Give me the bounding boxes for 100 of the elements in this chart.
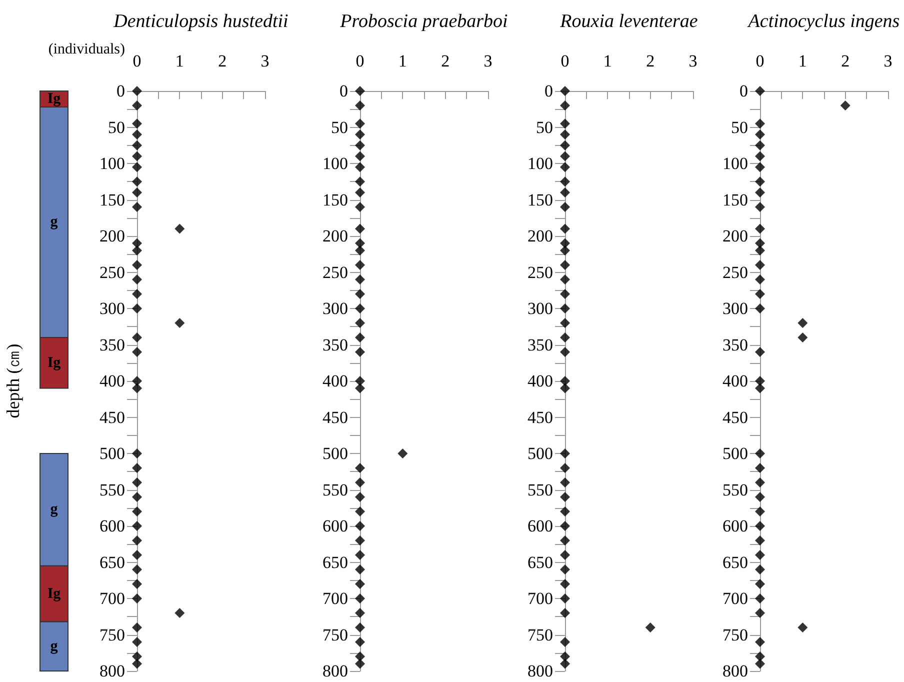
point xyxy=(560,594,570,604)
point xyxy=(560,448,570,458)
y-tick-label: 800 xyxy=(100,662,125,680)
point xyxy=(132,579,142,589)
x-tick-label: 3 xyxy=(484,52,492,70)
point xyxy=(755,176,765,187)
point xyxy=(755,289,765,299)
point xyxy=(755,238,765,248)
point xyxy=(755,376,765,386)
point xyxy=(840,100,850,110)
point xyxy=(560,652,570,662)
y-tick-label: 150 xyxy=(528,190,553,210)
point xyxy=(132,274,142,284)
y-tick-label: 350 xyxy=(528,335,553,354)
y-tick-label: 550 xyxy=(528,480,553,500)
point xyxy=(560,188,570,198)
y-tick-label: 150 xyxy=(100,190,125,210)
y-tick-label: 250 xyxy=(322,262,348,282)
point xyxy=(560,658,570,669)
point xyxy=(755,246,765,256)
y-tick-label: 450 xyxy=(322,408,348,427)
point xyxy=(355,347,365,357)
point xyxy=(355,564,365,574)
point xyxy=(132,622,142,632)
point xyxy=(755,652,765,662)
point xyxy=(755,448,765,458)
point xyxy=(560,100,570,110)
point xyxy=(560,383,570,394)
point xyxy=(755,86,765,96)
point xyxy=(755,478,765,488)
point xyxy=(755,347,765,357)
y-tick-label: 250 xyxy=(528,262,553,282)
point xyxy=(132,304,142,314)
y-tick-label: 200 xyxy=(528,226,553,246)
point xyxy=(355,506,365,516)
point xyxy=(560,579,570,589)
x-tick-label: 1 xyxy=(603,52,612,70)
point xyxy=(132,246,142,256)
y-tick-label: 450 xyxy=(100,408,125,427)
point xyxy=(560,564,570,574)
y-tick-label: 0 xyxy=(340,82,348,100)
point xyxy=(355,536,365,546)
point xyxy=(132,151,142,162)
point xyxy=(132,376,142,386)
point xyxy=(355,118,365,129)
y-tick-label: 300 xyxy=(322,299,348,318)
y-tick-label: 650 xyxy=(722,552,748,572)
point xyxy=(560,246,570,256)
point xyxy=(355,318,365,328)
point xyxy=(755,224,765,234)
y-tick-label: 750 xyxy=(528,625,553,644)
x-tick-label: 2 xyxy=(441,52,450,70)
point xyxy=(355,176,365,187)
point xyxy=(755,118,765,129)
point xyxy=(755,188,765,198)
point xyxy=(355,521,365,531)
point xyxy=(798,622,808,632)
point xyxy=(174,318,185,328)
y-tick-label: 200 xyxy=(322,226,348,246)
point xyxy=(355,289,365,299)
point xyxy=(355,162,365,172)
point xyxy=(355,637,365,647)
y-tick-label: 400 xyxy=(322,372,348,390)
point xyxy=(132,492,142,502)
point xyxy=(560,289,570,299)
point xyxy=(174,224,185,234)
x-tick-label: 3 xyxy=(260,52,270,70)
point xyxy=(132,550,142,560)
point xyxy=(755,637,765,647)
y-tick-label: 600 xyxy=(528,516,553,536)
point xyxy=(755,162,765,172)
x-tick-label: 2 xyxy=(646,52,655,70)
point xyxy=(560,118,570,129)
y-tick-label: 550 xyxy=(322,480,348,500)
point xyxy=(755,521,765,531)
point xyxy=(560,140,570,150)
point xyxy=(755,658,765,669)
point xyxy=(355,202,365,212)
point xyxy=(132,202,142,212)
x-tick-label: 0 xyxy=(356,52,364,70)
point xyxy=(560,492,570,502)
point xyxy=(132,188,142,198)
point xyxy=(355,100,365,110)
x-tick-label: 0 xyxy=(132,52,142,70)
y-tick-label: 500 xyxy=(528,444,553,463)
point xyxy=(560,176,570,187)
point xyxy=(174,608,185,618)
point xyxy=(560,463,570,473)
data-label: Ig xyxy=(47,90,62,107)
y-tick-label: 600 xyxy=(322,516,348,536)
x-tick-label: 3 xyxy=(688,52,698,70)
point xyxy=(132,637,142,647)
y-tick-label: 0 xyxy=(740,82,748,100)
y-tick-label: 350 xyxy=(322,335,348,354)
point xyxy=(355,608,365,618)
point xyxy=(560,478,570,488)
y-tick-label: 650 xyxy=(100,552,125,572)
point xyxy=(132,463,142,473)
point xyxy=(755,304,765,314)
point xyxy=(132,118,142,129)
